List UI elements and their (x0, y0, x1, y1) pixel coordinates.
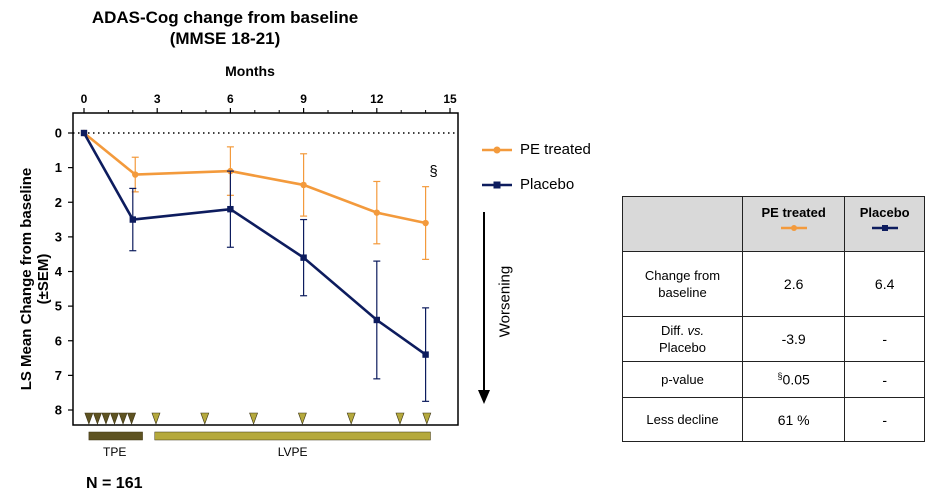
y-tick-label: 8 (55, 403, 62, 418)
legend-label-pe-treated: PE treated (520, 141, 591, 158)
data-point (300, 254, 307, 261)
x-tick-label: 9 (300, 92, 307, 106)
y-tick-label: 5 (55, 299, 62, 314)
lvpe-session-marker (297, 412, 307, 425)
table-row: p-value §0.05 - (622, 361, 925, 398)
tpe-session-marker (84, 412, 94, 425)
series-line-placebo (82, 132, 427, 356)
table-swatch-placebo (871, 225, 898, 231)
plot-frame (72, 112, 459, 426)
legend-marker-placebo (482, 181, 512, 188)
y-tick-label: 1 (55, 160, 62, 175)
table-header-placebo: Placebo (844, 196, 925, 252)
table-cell-placebo: 6.4 (844, 251, 925, 317)
table-header-placebo-label: Placebo (859, 205, 910, 220)
table-cell-pe: -3.9 (741, 316, 846, 362)
table-cell-placebo: - (844, 397, 925, 442)
table-row-label: p-value (622, 361, 743, 398)
tpe-label: TPE (103, 445, 126, 459)
x-tick-label: 15 (443, 92, 457, 106)
lvpe-session-marker (346, 412, 356, 425)
data-point (373, 209, 380, 216)
chart-title: ADAS-Cog change from baseline (91, 8, 359, 27)
tpe-session-marker (110, 412, 119, 425)
lvpe-session-marker (422, 412, 432, 425)
tpe-session-marker (118, 412, 128, 425)
data-point (422, 351, 429, 358)
chart-subtitle: (MMSE 18-21) (169, 29, 281, 48)
data-point (422, 219, 429, 227)
data-point (80, 129, 88, 137)
table-header-pe-treated: PE treated (741, 196, 846, 252)
lvpe-session-marker (200, 412, 210, 425)
table-row-label: Less decline (622, 397, 743, 442)
table-row: Change from baseline 2.6 6.4 (622, 251, 925, 317)
table-row: Less decline 61 % - (622, 397, 925, 442)
table-swatch-pe-treated (780, 225, 807, 231)
x-tick-label: 3 (154, 92, 161, 106)
data-point (300, 181, 307, 189)
section-sign: § (777, 371, 783, 382)
x-tick-label: 6 (227, 92, 234, 106)
y-tick-label: 3 (55, 229, 62, 244)
y-tick-label: 4 (55, 264, 63, 279)
y-tick-label: 2 (55, 195, 62, 210)
y-tick-label: 0 (55, 126, 62, 141)
table-cell-pe: 61 % (741, 397, 846, 442)
y-tick-label: 6 (55, 333, 62, 348)
significance-annotation: § (429, 163, 437, 180)
lvpe-session-marker (395, 412, 405, 425)
data-point (129, 216, 136, 223)
table-header-pe-treated-label: PE treated (761, 205, 826, 220)
x-axis-label: Months (225, 63, 275, 79)
legend-label-placebo: Placebo (520, 176, 575, 193)
data-point (132, 171, 139, 178)
table-cell-pe: 2.6 (741, 251, 846, 317)
tpe-duration-bar (88, 431, 143, 441)
lvpe-duration-bar (154, 431, 431, 441)
tpe-session-marker (127, 412, 137, 425)
table-row: Diff. vs. Placebo -3.9 - (622, 316, 925, 362)
lvpe-session-marker (249, 412, 259, 425)
legend-item-placebo: Placebo (482, 176, 574, 193)
worsening-arrow-head (478, 390, 490, 404)
x-tick-label: 0 (81, 92, 88, 106)
table-header-blank (622, 196, 743, 252)
table-cell-placebo: - (844, 361, 925, 398)
sample-size-label: N = 161 (86, 475, 143, 492)
x-tick-label: 12 (370, 92, 384, 106)
legend-marker-pe-treated (482, 146, 512, 153)
data-point (373, 316, 380, 324)
table-cell-pe: §0.05 (741, 361, 846, 398)
tpe-session-marker (101, 412, 111, 425)
table-row-label: Diff. vs. Placebo (622, 316, 743, 362)
tpe-session-marker (92, 412, 102, 425)
y-tick-label: 7 (55, 368, 62, 383)
legend-item-pe-treated: PE treated (482, 141, 591, 158)
data-point (227, 205, 234, 213)
table-row-label: Change from baseline (622, 251, 743, 317)
table-header-row: PE treated Placebo (622, 196, 925, 252)
lvpe-session-marker (151, 412, 161, 425)
lvpe-label: LVPE (278, 445, 308, 459)
table-cell-placebo: - (844, 316, 925, 362)
series-line-pe-treated (83, 131, 426, 225)
results-table: PE treated Placebo Change from baseline … (622, 196, 925, 442)
